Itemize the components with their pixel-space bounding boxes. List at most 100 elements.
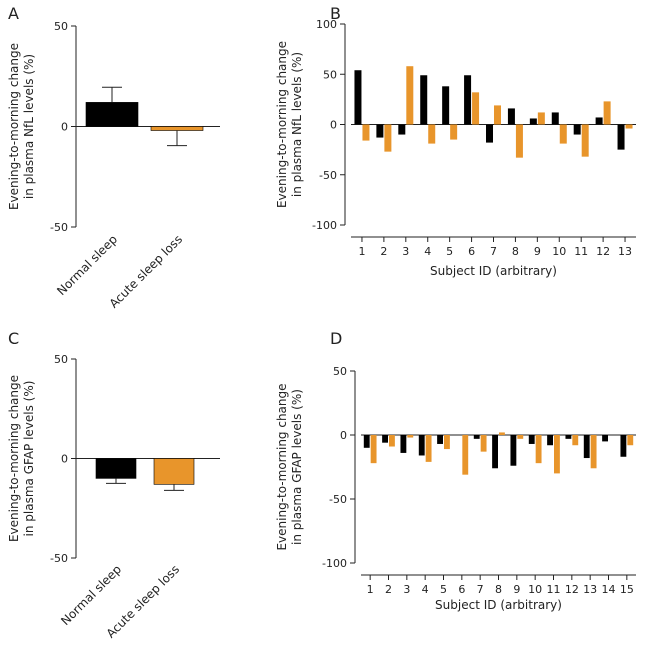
y-tick-label: -100 xyxy=(312,219,337,232)
bar xyxy=(590,435,597,469)
bar xyxy=(376,124,384,138)
bar xyxy=(472,92,480,125)
x-tick-label: 10 xyxy=(528,583,542,596)
x-tick-label: 3 xyxy=(402,245,409,258)
bar xyxy=(437,435,443,444)
bar xyxy=(537,112,545,125)
x-tick-label: 12 xyxy=(565,583,579,596)
bar xyxy=(362,124,370,141)
y-tick-label: 0 xyxy=(61,121,68,134)
category-label: Normal sleep xyxy=(58,562,124,628)
bar xyxy=(510,435,517,466)
bar xyxy=(517,435,524,439)
bar xyxy=(406,66,414,125)
y-tick-label: -50 xyxy=(329,493,347,506)
bar xyxy=(95,458,137,479)
y-tick-label: 50 xyxy=(333,365,347,378)
bar xyxy=(554,435,560,474)
y-tick-label: 0 xyxy=(340,429,347,442)
bar xyxy=(382,435,388,443)
bar xyxy=(528,435,535,444)
bar xyxy=(442,86,450,125)
x-tick-label: 9 xyxy=(513,583,520,596)
x-tick-label: 9 xyxy=(534,245,541,258)
bar xyxy=(450,124,458,140)
bar xyxy=(565,435,572,439)
x-tick-label: 2 xyxy=(385,583,392,596)
x-tick-label: 14 xyxy=(602,583,616,596)
bar xyxy=(581,124,589,157)
panel-a: A 50 0 -50 Evening-to-morning changein plasm… xyxy=(7,4,220,311)
x-tick-label: 8 xyxy=(512,245,519,258)
y-axis-label-line: Evening-to-morning change xyxy=(275,383,289,550)
y-tick-label: -50 xyxy=(50,221,68,234)
bar xyxy=(617,124,625,150)
y-tick-label: 0 xyxy=(330,119,337,132)
x-tick-label: 6 xyxy=(468,245,475,258)
bar xyxy=(370,435,377,464)
bar xyxy=(529,118,537,125)
x-tick-label: 5 xyxy=(440,583,447,596)
y-tick-label: 100 xyxy=(316,18,337,31)
bar xyxy=(492,435,498,469)
category-label: Normal sleep xyxy=(54,232,120,298)
bar xyxy=(407,435,414,438)
bar xyxy=(603,101,611,125)
y-tick-label: -50 xyxy=(50,552,68,565)
panel-letter: A xyxy=(8,4,19,23)
x-tick-label: 7 xyxy=(477,583,484,596)
y-tick-label: -100 xyxy=(322,557,347,570)
bar xyxy=(473,435,480,439)
bar xyxy=(486,124,493,143)
bar xyxy=(400,435,407,453)
x-tick-label: 3 xyxy=(403,583,410,596)
y-axis-label-line: in plasma GFAP levels (%) xyxy=(22,381,36,537)
bar xyxy=(398,124,406,135)
bar xyxy=(602,435,608,442)
y-tick-label: 50 xyxy=(54,353,68,366)
panel-letter: C xyxy=(8,329,19,348)
bar xyxy=(573,124,581,135)
x-tick-label: 1 xyxy=(358,245,365,258)
bar xyxy=(547,435,553,446)
y-axis-label-line: Evening-to-morning change xyxy=(7,43,21,210)
x-tick-label: 11 xyxy=(574,245,588,258)
x-tick-label: 4 xyxy=(422,583,429,596)
bar xyxy=(462,435,469,475)
bar xyxy=(464,75,472,125)
bar xyxy=(595,117,603,125)
x-tick-label: 12 xyxy=(596,245,610,258)
x-tick-label: 4 xyxy=(424,245,431,258)
y-tick-label: 0 xyxy=(61,453,68,466)
y-axis-label-line: Evening-to-morning change xyxy=(275,41,289,208)
bar xyxy=(627,435,634,446)
y-axis-label-line: Evening-to-morning change xyxy=(7,375,21,542)
bar xyxy=(389,435,395,447)
x-tick-label: 13 xyxy=(583,583,597,596)
bar xyxy=(85,102,139,127)
x-tick-label: 11 xyxy=(547,583,561,596)
bar xyxy=(583,435,590,459)
bar xyxy=(507,108,515,125)
x-tick-label: 13 xyxy=(618,245,632,258)
x-tick-label: 10 xyxy=(552,245,566,258)
y-tick-label: -50 xyxy=(319,169,337,182)
bar xyxy=(384,124,392,152)
bar xyxy=(418,435,425,456)
bar xyxy=(535,435,542,464)
bar xyxy=(559,124,567,144)
bar xyxy=(354,70,362,125)
bar xyxy=(425,435,432,462)
bar xyxy=(620,435,627,457)
bar xyxy=(363,435,370,448)
x-tick-label: 7 xyxy=(490,245,497,258)
y-tick-label: 50 xyxy=(54,20,68,33)
x-axis-label: Subject ID (arbitrary) xyxy=(430,264,557,278)
x-tick-label: 2 xyxy=(380,245,387,258)
bar xyxy=(625,124,633,129)
bar xyxy=(480,435,487,452)
x-tick-label: 15 xyxy=(620,583,634,596)
x-tick-label: 1 xyxy=(367,583,374,596)
